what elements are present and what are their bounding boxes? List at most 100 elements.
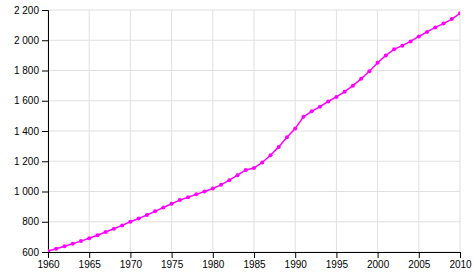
- y-tick: 1 400: [14, 126, 48, 137]
- y-tick-mark: [42, 40, 48, 41]
- x-tick-label: 1995: [326, 259, 349, 270]
- point: [112, 227, 116, 231]
- x-tick-label: 2000: [367, 259, 390, 270]
- y-tick-label: 600: [22, 247, 39, 258]
- point: [227, 178, 231, 182]
- y-tick-label: 2 200: [14, 5, 39, 16]
- x-tick-mark: [378, 252, 379, 258]
- y-tick: 2 200: [14, 5, 48, 16]
- y-tick-label: 800: [22, 216, 39, 227]
- grid-line-y: [48, 161, 460, 162]
- point: [326, 100, 330, 104]
- x-tick: 1985: [243, 252, 266, 270]
- point: [318, 105, 322, 109]
- point: [277, 145, 281, 149]
- y-tick-mark: [42, 131, 48, 132]
- x-tick-label: 1960: [37, 259, 60, 270]
- x-tick-mark: [172, 252, 173, 258]
- point: [95, 233, 99, 237]
- point: [458, 11, 460, 15]
- point: [153, 209, 157, 213]
- point: [392, 47, 396, 51]
- x-tick-label: 2005: [408, 259, 431, 270]
- x-tick-mark: [89, 252, 90, 258]
- x-tick: 1975: [161, 252, 184, 270]
- point: [359, 77, 363, 81]
- point: [442, 22, 446, 26]
- point: [450, 17, 454, 21]
- y-tick: 1 600: [14, 95, 48, 106]
- y-tick-mark: [42, 252, 48, 253]
- x-tick-mark: [130, 252, 131, 258]
- x-tick-mark: [336, 252, 337, 258]
- x-tick-mark: [460, 252, 461, 258]
- point: [62, 244, 66, 248]
- point: [343, 90, 347, 94]
- plot: 1960196519701975198019851990199520002005…: [14, 5, 472, 270]
- y-tick: 1 800: [14, 65, 48, 76]
- point: [425, 30, 429, 34]
- point: [433, 25, 437, 29]
- point: [310, 109, 314, 113]
- point: [170, 202, 174, 206]
- x-tick-mark: [295, 252, 296, 258]
- x-tick-mark: [213, 252, 214, 258]
- y-tick: 1 200: [14, 156, 48, 167]
- y-axis: 600 800 1 000 1 200 1 400 1 600 1 800 2 000 2 20…: [14, 5, 49, 258]
- grid: [48, 10, 460, 252]
- grid-line-y: [48, 10, 460, 11]
- x-tick-label: 1985: [243, 259, 266, 270]
- y-tick: 2 000: [14, 35, 48, 46]
- point: [71, 242, 75, 246]
- y-tick-mark: [42, 161, 48, 162]
- point: [87, 236, 91, 240]
- x-tick: 1995: [326, 252, 349, 270]
- point: [48, 249, 50, 252]
- x-tick-label: 2010: [449, 259, 472, 270]
- point: [203, 190, 207, 194]
- x-tick-label: 1970: [120, 259, 143, 270]
- point: [376, 61, 380, 65]
- y-tick-mark: [42, 10, 48, 11]
- x-axis-line: [49, 253, 461, 259]
- y-tick: 800: [22, 216, 48, 227]
- y-tick-label: 1 600: [14, 95, 39, 106]
- point: [301, 115, 305, 119]
- grid-line-y: [48, 191, 460, 192]
- x-tick-label: 1990: [285, 259, 308, 270]
- point: [334, 95, 338, 99]
- point: [244, 168, 248, 172]
- x-tick-label: 1975: [161, 259, 184, 270]
- x-tick: 2005: [408, 252, 431, 270]
- point: [186, 195, 190, 199]
- point: [79, 239, 83, 243]
- point: [161, 206, 165, 210]
- y-tick: 1 000: [14, 186, 48, 197]
- point: [137, 217, 141, 221]
- point: [219, 183, 223, 187]
- point: [194, 192, 198, 196]
- x-tick: 2010: [449, 252, 472, 270]
- point: [384, 53, 388, 57]
- y-tick: 600: [22, 247, 48, 258]
- x-tick: 1960: [37, 252, 60, 270]
- x-tick: 2000: [367, 252, 390, 270]
- y-axis-line: [42, 11, 49, 253]
- point: [351, 84, 355, 88]
- point: [145, 213, 149, 217]
- y-tick-mark: [42, 71, 48, 72]
- point: [211, 186, 215, 190]
- y-tick-label: 1 800: [14, 65, 39, 76]
- x-tick: 1965: [79, 252, 102, 270]
- point: [120, 223, 124, 227]
- point: [54, 247, 58, 251]
- y-tick-mark: [42, 101, 48, 102]
- point: [285, 135, 289, 139]
- y-tick-label: 2 000: [14, 35, 39, 46]
- y-tick-mark: [42, 222, 48, 223]
- point: [252, 166, 256, 170]
- grid-line-y: [48, 221, 460, 222]
- y-tick-label: 1 000: [14, 186, 39, 197]
- point: [409, 39, 413, 43]
- y-tick-label: 1 200: [14, 156, 39, 167]
